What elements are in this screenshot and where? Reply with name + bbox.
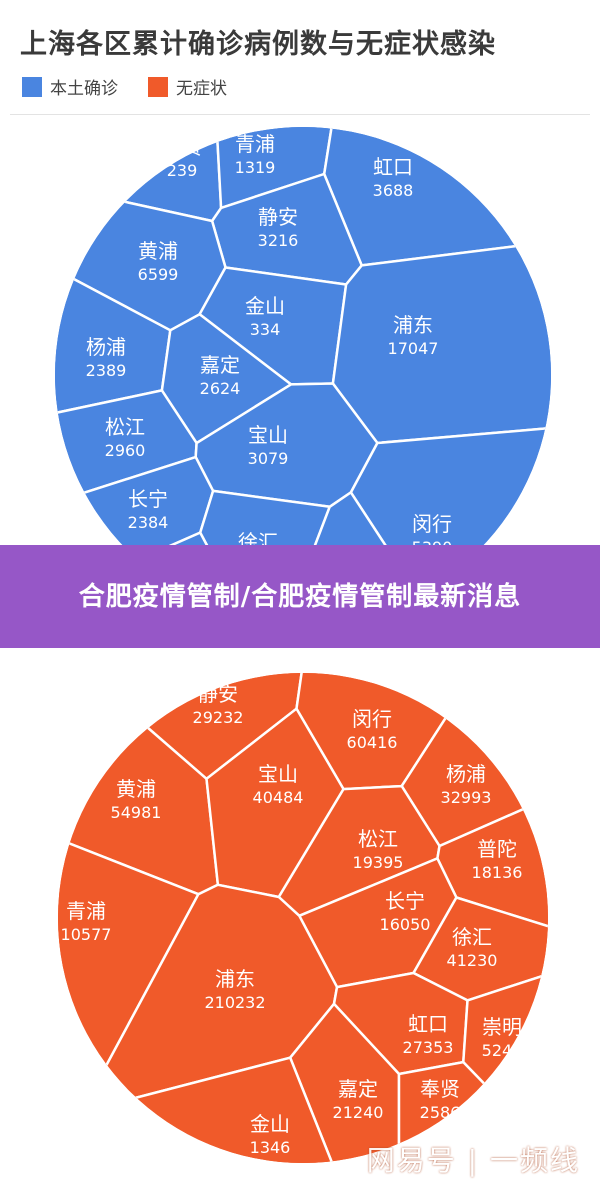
cell-0-6 [331,239,551,445]
cell-0-10-name: 宝山 [248,423,288,447]
cell-1-4-name: 杨浦 [446,762,486,786]
cell-0-9-value: 2960 [105,441,146,460]
cell-0-6-name: 浦东 [393,313,433,337]
headline-banner: 合肥疫情管制/合肥疫情管制最新消息 [0,545,600,648]
legend-item-confirmed: 本土确诊 [22,74,118,99]
cell-0-11-name: 长宁 [128,487,168,511]
cell-1-1-value: 60416 [347,733,398,752]
cell-0-0-value: 239 [167,161,198,180]
cell-1-14-name: 奉贤 [420,1077,460,1101]
cell-0-2 [322,127,551,267]
cell-1-11-value: 27353 [403,1038,454,1057]
cell-0-1-name: 青浦 [235,132,275,156]
headline-text: 合肥疫情管制/合肥疫情管制最新消息 [78,581,522,612]
cell-1-14-value: 2586 [420,1103,461,1122]
cell-0-11-value: 2384 [128,513,169,532]
cell-0-7-name: 杨浦 [86,335,126,359]
cell-1-7-value: 10577 [61,925,112,944]
cell-1-2-name: 黄浦 [116,777,156,801]
cell-1-13-name: 嘉定 [338,1077,378,1101]
chart-1: 静安 29232 闵行 60416 黄浦 54981 宝山 40484 杨浦 32993 松江 193… [58,673,548,1163]
cell-0-1-value: 1319 [235,158,276,177]
cell-1-1-name: 闵行 [352,707,392,731]
cell-1-13-value: 21240 [333,1103,384,1122]
watermark: 网易号 | 一频线 [366,1144,580,1177]
chart-title: 上海各区累计确诊病例数与无症状感染 [20,29,496,60]
cell-1-0-value: 29232 [193,708,244,727]
cell-0-8-value: 2624 [200,379,241,398]
cell-1-7-name: 青浦 [66,899,106,923]
legend-label-confirmed: 本土确诊 [50,79,118,99]
cell-1-2-value: 54981 [111,803,162,822]
cell-0-3-name: 静安 [258,205,298,229]
cell-0-3-value: 3216 [258,231,299,250]
cell-0-12-name: 闵行 [412,512,452,536]
legend: 本土确诊 无症状 [22,74,257,99]
cell-1-12-name: 崇明 [482,1015,522,1039]
cell-1-8-value: 16050 [380,915,431,934]
legend-item-asymptomatic: 无症状 [148,74,227,99]
cell-0-4-name: 黄浦 [138,239,178,263]
cell-1-3-name: 宝山 [258,762,298,786]
cell-0-10-value: 3079 [248,449,289,468]
cell-0-2-value: 3688 [373,181,414,200]
cell-1-15-value: 1346 [250,1138,291,1157]
cell-0-4-value: 6599 [138,265,179,284]
cell-0-0-name: 奉贤 [162,135,202,159]
cell-0-2-name: 虹口 [373,155,413,179]
cell-1-5-name: 松江 [358,827,398,851]
cell-1-10-name: 徐汇 [452,925,492,949]
cell-0-6-value: 17047 [388,339,439,358]
cell-1-6-value: 18136 [472,863,523,882]
legend-label-asymptomatic: 无症状 [176,79,227,99]
cell-1-9-value: 210232 [204,993,265,1012]
cell-1-6-name: 普陀 [477,837,517,861]
chart-0: 奉贤 239 青浦 1319 虹口 3688 静安 3216 黄浦 6599 金山 334 浦东 1704… [55,127,551,623]
cell-0-9-name: 松江 [105,415,145,439]
cell-1-3-value: 40484 [253,788,304,807]
cell-1-12-value: 5247 [482,1041,523,1060]
cell-1-4 [400,673,548,848]
cell-1-15-name: 金山 [250,1112,290,1136]
cell-1-0-name: 静安 [198,682,238,706]
legend-swatch-confirmed [22,76,42,97]
cell-0-8-name: 嘉定 [200,353,240,377]
cell-1-11-name: 虹口 [408,1012,448,1036]
cell-1-9-name: 浦东 [215,967,255,991]
cell-0-7-value: 2389 [86,361,127,380]
cell-0-5-value: 334 [250,320,281,339]
cell-0-5-name: 金山 [245,294,285,318]
cell-1-8-name: 长宁 [385,889,425,913]
legend-swatch-asymptomatic [148,76,168,97]
divider [10,114,590,115]
cell-1-12 [462,971,548,1156]
cell-1-10-value: 41230 [447,951,498,970]
cell-1-4-value: 32993 [441,788,492,807]
cell-1-5-value: 19395 [353,853,404,872]
